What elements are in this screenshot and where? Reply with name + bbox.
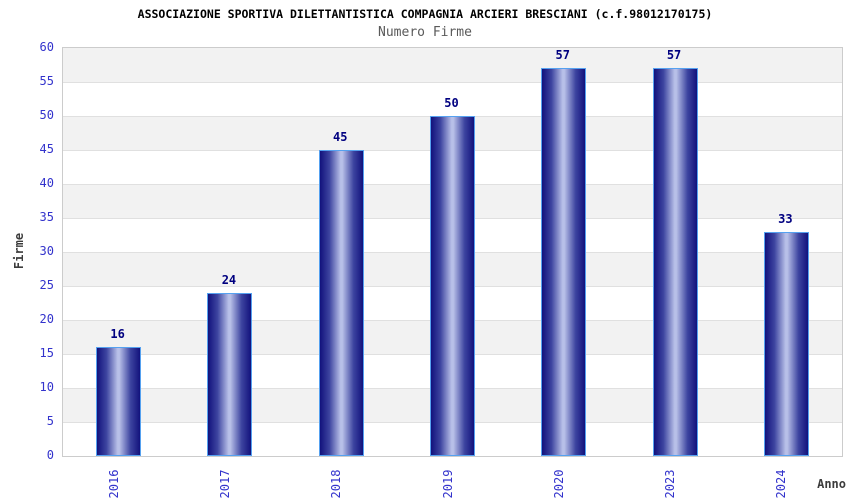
y-tick-label: 20 [39,312,54,326]
x-tick-label: 2018 [329,469,344,499]
bar-value-label: 57 [555,48,570,63]
x-tick-label: 2020 [551,469,566,499]
y-tick-label: 45 [39,142,54,156]
x-tick-label: 2016 [106,469,121,499]
y-tick-label: 35 [39,210,54,224]
bar-2024 [763,231,809,456]
y-tick-label: 30 [39,244,54,258]
x-tick-label: 2023 [663,469,678,499]
x-tick-label: 2019 [440,469,455,499]
bar-2019 [430,116,475,456]
background-band [63,48,842,82]
y-tick-label: 25 [39,278,54,292]
chart-title: ASSOCIAZIONE SPORTIVA DILETTANTISTICA CO… [137,7,713,21]
chart-subtitle: Numero Firme [378,25,472,40]
y-tick-label: 10 [39,380,54,394]
y-tick-label: 50 [39,108,54,122]
bar-value-label: 33 [778,211,793,226]
bar-value-label: 57 [666,48,682,63]
plot-area [62,47,843,457]
bar-value-label: 45 [332,130,348,144]
gridline [63,82,842,83]
bar-2018 [318,150,364,456]
y-tick-label: 5 [46,414,54,428]
x-tick-label: 2017 [217,469,232,499]
background-band [63,82,842,116]
bar-2016 [96,347,142,456]
bar-value-label: 16 [110,327,125,342]
y-tick-label: 0 [46,448,54,462]
bar-value-label: 50 [444,96,459,110]
y-tick-label: 15 [39,346,54,360]
x-tick-label: 2024 [774,469,789,499]
bar-2020 [541,68,587,456]
y-tick-label: 60 [39,40,54,54]
bar-2017 [207,292,253,456]
y-tick-label: 55 [39,74,54,88]
x-axis-title: Anno [817,477,846,491]
y-tick-label: 40 [39,176,54,190]
bar-value-label: 24 [221,272,237,287]
bar-2023 [652,68,698,456]
